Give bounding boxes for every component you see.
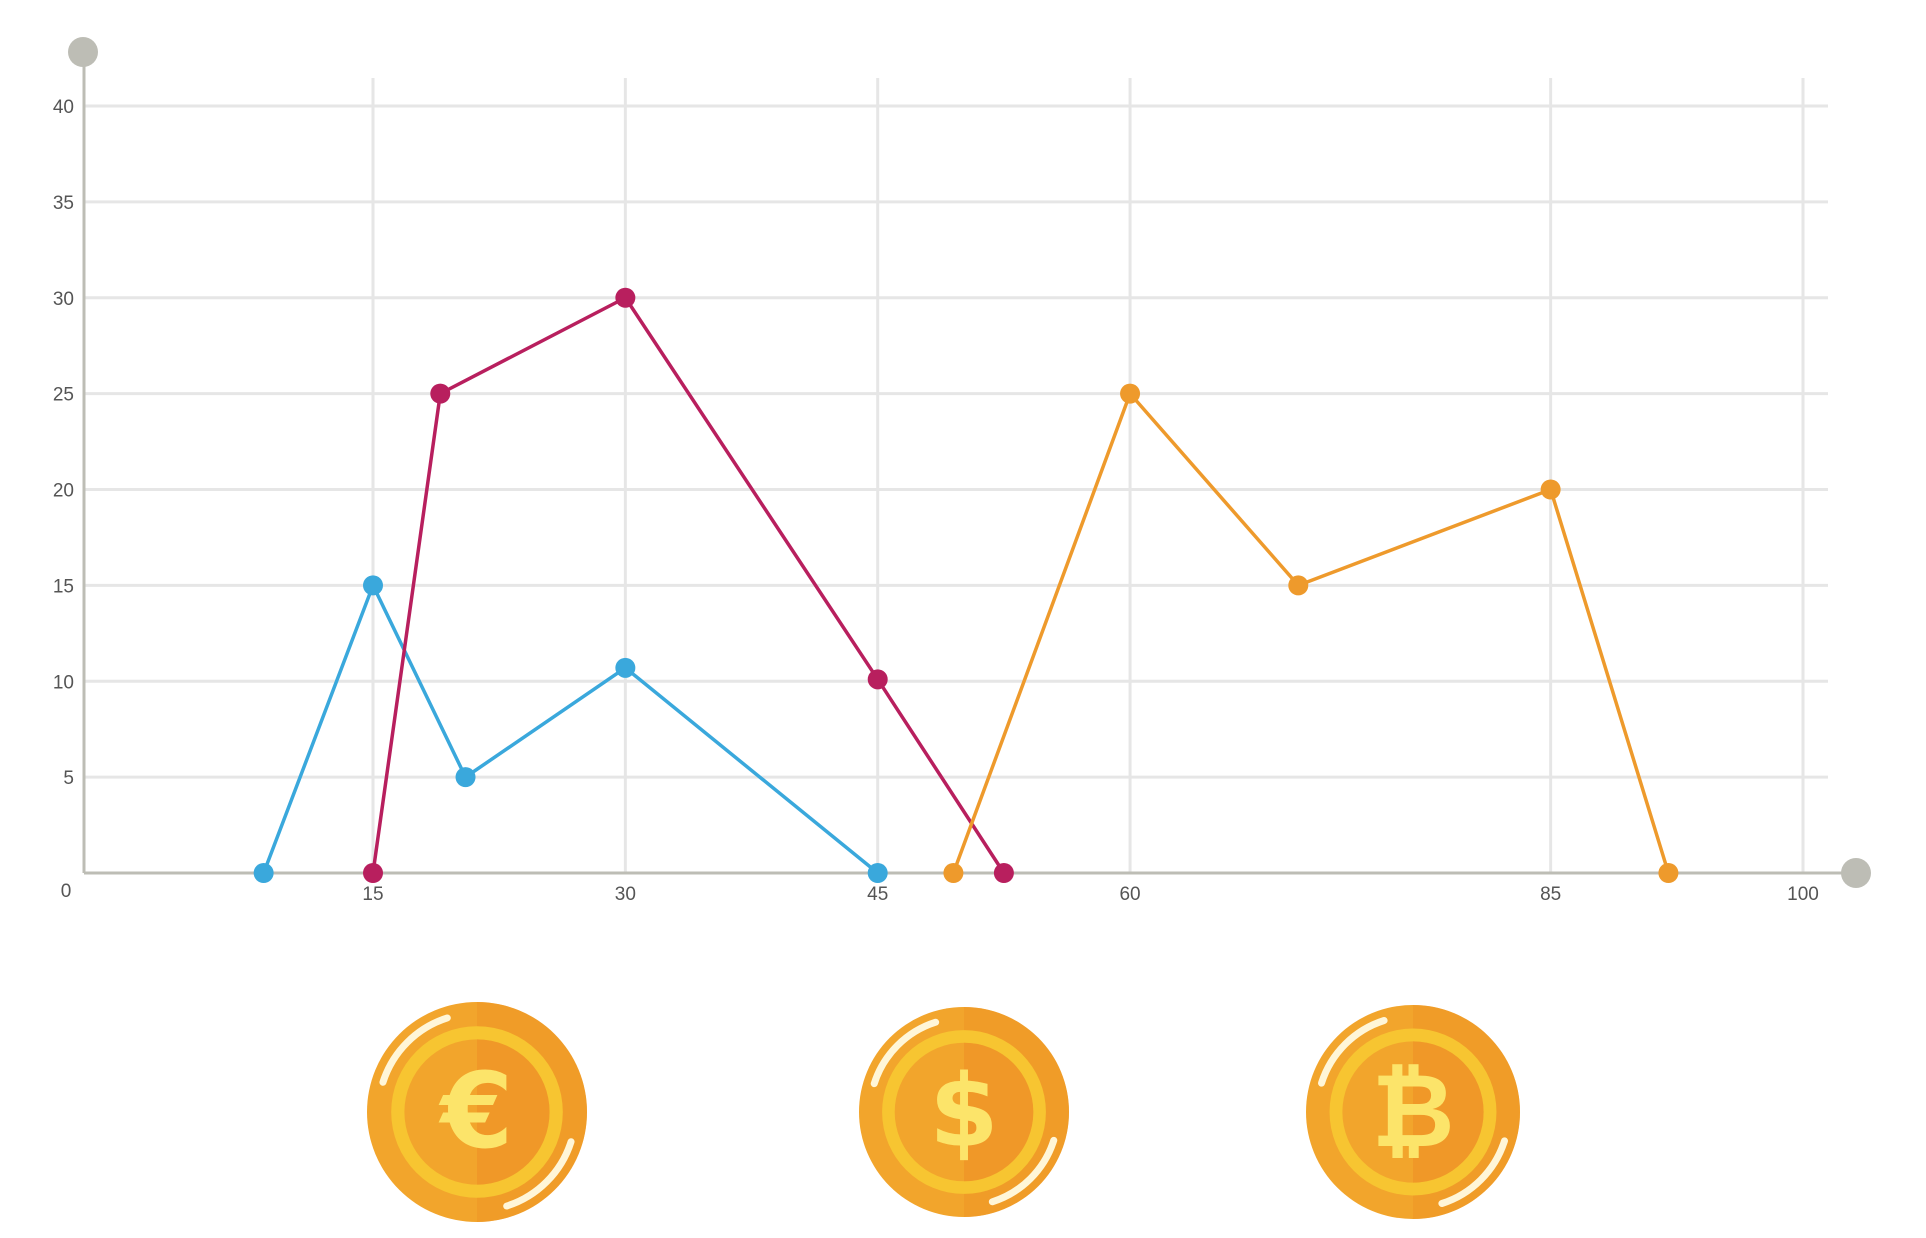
data-point [1288,575,1309,596]
x-tick-label: 60 [1119,884,1140,905]
series-lines [253,287,1679,883]
data-point [867,863,888,883]
x-tick-label: 85 [1540,884,1561,905]
series-1 [253,575,888,883]
y-tick-label: 5 [63,768,74,789]
data-point [1120,383,1141,404]
origin-tick-label: 0 [61,881,72,902]
y-tick-label: 30 [53,289,74,310]
x-axis-end-cap [1841,858,1871,888]
data-point [363,575,383,596]
coin-highlight [988,1136,1058,1206]
x-tick-label: 15 [362,884,383,905]
dollar-coin-icon: $ [859,1007,1069,1217]
y-axis-end-cap [68,37,98,67]
x-tick-label: 100 [1787,884,1819,905]
coin-symbol: € [439,1050,514,1172]
data-point [455,767,476,788]
coin-face-shade [1413,1041,1484,1183]
coin-highlight [503,1138,575,1210]
data-point [430,383,451,404]
y-tick-label: 25 [53,385,74,406]
series-3 [943,383,1679,883]
series-line [951,391,1671,874]
euro-coin-icon: € [367,1002,587,1222]
coin-highlight [379,1014,451,1086]
axes [68,37,1871,888]
x-tick-label: 45 [867,884,888,905]
y-tick-label: 35 [53,193,74,214]
bitcoin-coin-icon: ₿ [1306,1005,1520,1219]
coin-symbol: $ [929,1053,998,1170]
data-point [1540,479,1561,500]
y-tick-label: 10 [53,672,74,693]
coin-symbol: ₿ [1372,1052,1455,1170]
data-point [363,863,383,883]
series-line [262,583,879,875]
data-point [993,863,1014,883]
coin-highlight [870,1018,940,1088]
tick-labels: 5 10 15 20 25 30 35 40 0 15 30 45 60 85 100 [53,97,1819,905]
y-tick-label: 15 [53,576,74,597]
data-point [615,657,636,678]
x-tick-label: 30 [615,884,636,905]
data-point [253,863,274,883]
coin-highlight [1318,1017,1388,1087]
y-tick-label: 40 [53,97,74,118]
y-tick-label: 20 [53,481,74,502]
data-point [943,863,964,883]
currency-coins: € $ ₿ [367,1002,1520,1222]
coin-highlight [1438,1137,1508,1207]
data-point [867,669,888,690]
series-2 [363,287,1014,883]
grid-lines [84,78,1828,873]
data-point [1658,863,1679,883]
coin-face-shade [964,1042,1034,1182]
coin-face-shade [477,1039,550,1185]
data-point [615,287,636,308]
